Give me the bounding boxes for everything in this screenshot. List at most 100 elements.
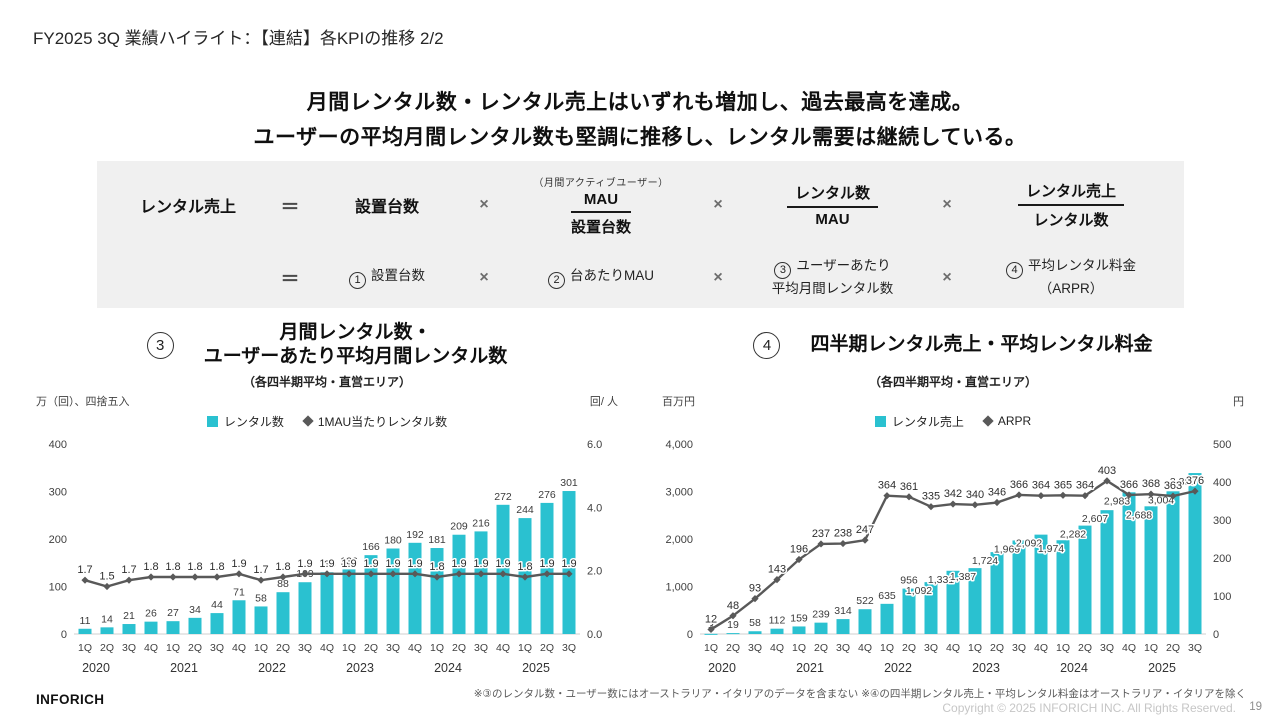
svg-text:2Q: 2Q xyxy=(276,642,290,654)
formula-kpi3: 3 ユーザーあたり 平均月間レンタル数 xyxy=(772,256,894,299)
svg-text:272: 272 xyxy=(494,491,512,503)
svg-text:11: 11 xyxy=(80,615,91,627)
chart4-subtitle: （各四半期平均・直営エリア） xyxy=(868,375,1037,389)
svg-text:1.9: 1.9 xyxy=(319,558,334,570)
svg-text:112: 112 xyxy=(769,615,786,627)
svg-text:21: 21 xyxy=(123,610,135,622)
svg-text:2Q: 2Q xyxy=(1078,642,1092,654)
svg-text:200: 200 xyxy=(49,534,67,546)
svg-text:216: 216 xyxy=(472,517,490,529)
svg-text:1.7: 1.7 xyxy=(77,564,92,576)
svg-text:376: 376 xyxy=(1186,475,1204,487)
svg-text:200: 200 xyxy=(1213,553,1231,565)
fraction-denominator: 設置台数 xyxy=(570,218,631,236)
svg-text:1Q: 1Q xyxy=(166,642,180,654)
svg-text:1,387: 1,387 xyxy=(950,571,976,583)
svg-text:159: 159 xyxy=(790,612,808,624)
svg-text:276: 276 xyxy=(538,489,556,501)
svg-text:3Q: 3Q xyxy=(474,642,488,654)
svg-text:1Q: 1Q xyxy=(78,642,92,654)
svg-text:1.9: 1.9 xyxy=(297,558,312,570)
svg-text:4Q: 4Q xyxy=(496,642,510,654)
svg-text:3Q: 3Q xyxy=(122,642,136,654)
mau-note: （月間アクティブユーザー） xyxy=(533,177,669,189)
bar-labels: 1114212627344471588810913013616618019218… xyxy=(78,476,579,629)
svg-text:1.7: 1.7 xyxy=(253,564,268,576)
svg-text:3,388: 3,388 xyxy=(1170,476,1196,488)
kpi3-line1-wrap: 3 ユーザーあたり xyxy=(772,256,894,280)
svg-text:2021: 2021 xyxy=(170,661,198,675)
svg-text:400: 400 xyxy=(1213,477,1231,489)
chart4-left-axis-unit: 百万円 xyxy=(662,396,695,408)
chart3-title-line1: 月間レンタル数・ xyxy=(279,322,432,344)
svg-text:335: 335 xyxy=(922,491,940,503)
circled-number-2: 2 xyxy=(548,272,565,290)
svg-text:247: 247 xyxy=(856,524,874,536)
svg-text:314: 314 xyxy=(834,605,852,617)
svg-text:244: 244 xyxy=(516,504,534,516)
chart3-title-line2: ユーザーあたり平均月間レンタル数 xyxy=(203,346,508,367)
svg-text:4Q: 4Q xyxy=(320,642,334,654)
svg-text:3Q: 3Q xyxy=(298,642,312,654)
svg-text:2024: 2024 xyxy=(1060,661,1088,675)
svg-text:1Q: 1Q xyxy=(968,642,982,654)
svg-text:3Q: 3Q xyxy=(836,642,850,654)
svg-text:2Q: 2Q xyxy=(902,642,916,654)
svg-text:4Q: 4Q xyxy=(1122,642,1136,654)
svg-text:2,983: 2,983 xyxy=(1104,495,1130,507)
svg-text:1,092: 1,092 xyxy=(906,585,932,597)
chart4-title-row: 4 四半期レンタル売上・平均レンタル料金 xyxy=(654,318,1252,372)
svg-text:1.9: 1.9 xyxy=(341,558,356,570)
svg-text:368: 368 xyxy=(1142,478,1160,490)
svg-text:1Q: 1Q xyxy=(792,642,806,654)
formula-grid: レンタル売上 ＝ 設置台数 × （月間アクティブユーザー） MAU 設置台数 ×… xyxy=(97,161,1184,308)
svg-text:239: 239 xyxy=(812,609,830,621)
equals-sign: ＝ xyxy=(280,269,300,290)
svg-text:4Q: 4Q xyxy=(946,642,960,654)
svg-text:2Q: 2Q xyxy=(990,642,1004,654)
diamond-marker-icon xyxy=(982,415,994,427)
svg-text:2Q: 2Q xyxy=(188,642,202,654)
svg-text:2025: 2025 xyxy=(522,661,550,675)
revenue-chart: 0 1,000 2,000 3,000 4,000 0 100 200 300 400 500 3 19… xyxy=(665,439,1231,675)
svg-text:1,969: 1,969 xyxy=(994,543,1020,555)
legend-rental-revenue: レンタル売上 xyxy=(874,413,964,430)
svg-text:12: 12 xyxy=(705,613,717,625)
svg-text:1.5: 1.5 xyxy=(99,571,114,583)
svg-text:1.8: 1.8 xyxy=(275,561,290,573)
svg-text:14: 14 xyxy=(101,613,113,625)
svg-text:363: 363 xyxy=(1164,480,1182,492)
legend-label: ARPR xyxy=(997,414,1032,428)
svg-text:3Q: 3Q xyxy=(748,642,762,654)
multiply-sign: × xyxy=(713,268,723,286)
svg-text:2023: 2023 xyxy=(346,661,374,675)
fraction-denominator: レンタル数 xyxy=(1033,212,1109,229)
svg-text:238: 238 xyxy=(834,528,852,540)
svg-text:1Q: 1Q xyxy=(254,642,268,654)
svg-text:27: 27 xyxy=(167,607,179,619)
chart3-left-axis-unit: 万（回）、四捨五入 xyxy=(36,396,130,408)
svg-text:300: 300 xyxy=(49,487,67,499)
multiply-sign: × xyxy=(479,196,489,213)
chart4-title: 四半期レンタル売上・平均レンタル料金 xyxy=(810,333,1152,357)
svg-text:44: 44 xyxy=(211,599,223,611)
fraction-numerator: MAU xyxy=(570,191,631,213)
svg-text:400: 400 xyxy=(49,439,67,451)
svg-text:93: 93 xyxy=(749,583,761,595)
svg-text:58: 58 xyxy=(255,592,267,604)
svg-text:1.9: 1.9 xyxy=(473,558,488,570)
formula-fraction-rentals-per-mau: レンタル数 MAU xyxy=(786,182,878,228)
svg-text:180: 180 xyxy=(384,535,402,547)
formula-kpi1: 1 設置台数 xyxy=(349,266,425,290)
copyright: Copyright © 2025 INFORICH INC. All Right… xyxy=(942,701,1236,715)
svg-text:1.8: 1.8 xyxy=(165,561,180,573)
slide-title: FY2025 3Q 業績ハイライト：【連結】各KPIの推移 2/2 xyxy=(33,29,444,48)
svg-text:4Q: 4Q xyxy=(408,642,422,654)
svg-text:635: 635 xyxy=(878,590,896,602)
svg-text:1,724: 1,724 xyxy=(972,555,998,567)
svg-text:361: 361 xyxy=(900,481,918,493)
svg-text:3Q: 3Q xyxy=(386,642,400,654)
svg-text:365: 365 xyxy=(1054,479,1072,491)
svg-text:100: 100 xyxy=(1213,591,1231,603)
